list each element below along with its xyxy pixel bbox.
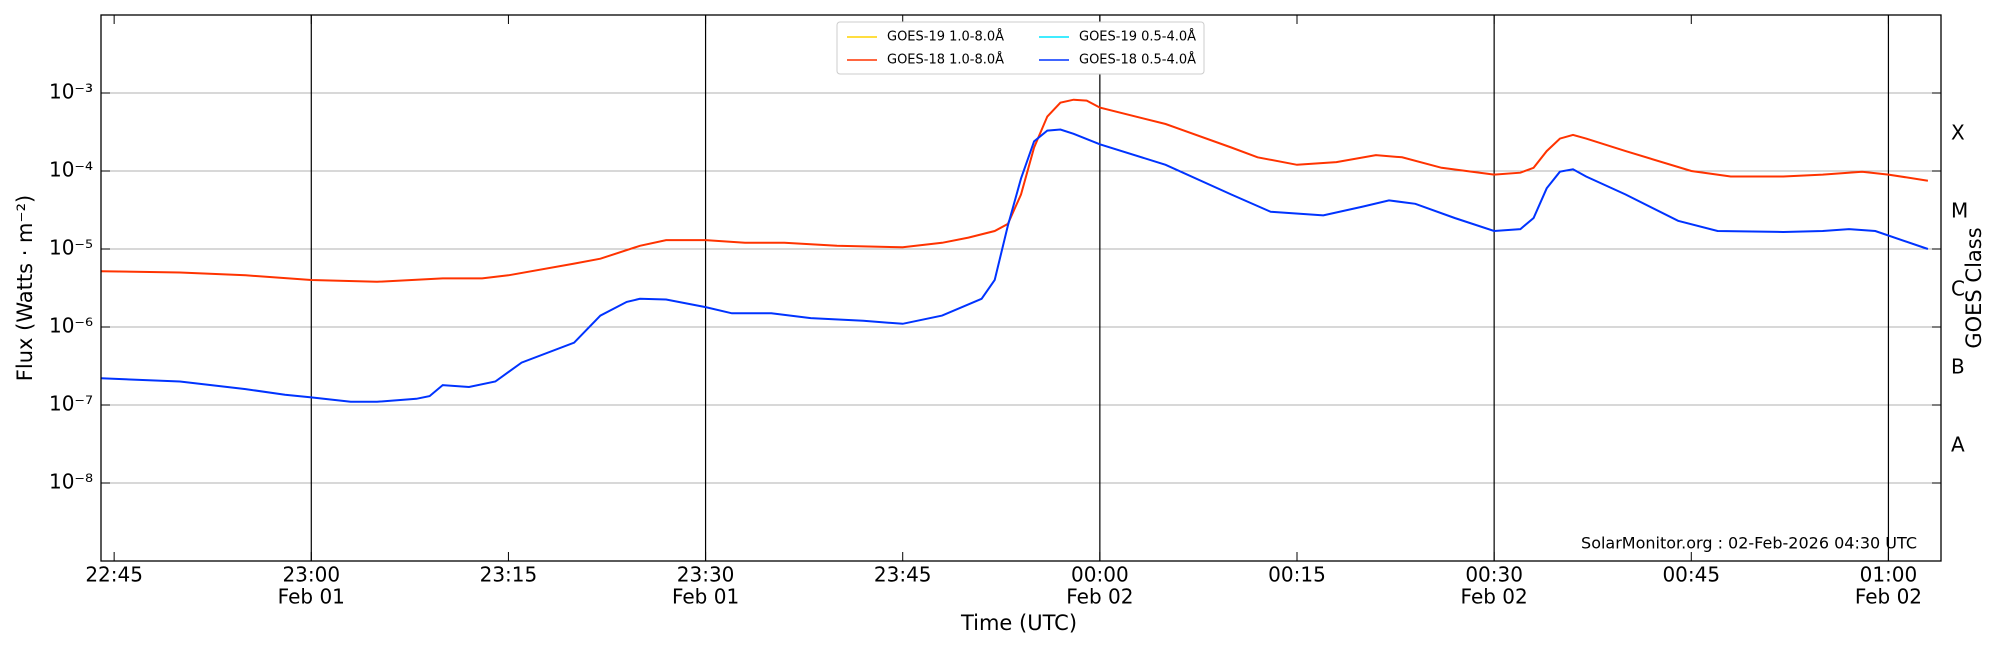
y2-tick-label: C [1951, 276, 1965, 300]
x-tick-label: 23:45 [874, 563, 932, 587]
legend-label: GOES-19 1.0-8.0Å [887, 29, 1004, 45]
y-tick-label: 10⁻⁸ [49, 470, 93, 494]
y2-tick-label: B [1951, 354, 1965, 378]
y2-tick-label: X [1951, 120, 1965, 144]
x-tick-label: 23:30 [677, 563, 735, 587]
y-tick-label: 10⁻⁷ [49, 392, 93, 416]
legend-box [836, 21, 1205, 75]
y2-tick-label: A [1951, 432, 1965, 456]
x-tick-label: 00:45 [1662, 563, 1720, 587]
x-tick-label: 23:00 [282, 563, 340, 587]
plot-frame [100, 14, 1942, 562]
x-axis-label: Time (UTC) [960, 611, 1077, 635]
x-tick-label: 22:45 [85, 563, 143, 587]
x-tick-date: Feb 01 [672, 585, 739, 609]
x-tick-date: Feb 02 [1461, 585, 1528, 609]
y-tick-label: 10⁻³ [49, 80, 93, 104]
x-tick-label: 00:15 [1268, 563, 1326, 587]
y-tick-label: 10⁻⁶ [49, 314, 93, 338]
x-tick-label: 00:00 [1071, 563, 1129, 587]
y-tick-label: 10⁻⁴ [49, 158, 93, 182]
annotation: SolarMonitor.org : 02-Feb-2026 04:30 UTC [1581, 534, 1917, 553]
series-line [100, 128, 1929, 403]
legend-label: GOES-18 0.5-4.0Å [1079, 52, 1196, 68]
x-tick-date: Feb 02 [1066, 585, 1133, 609]
y2-tick-label: M [1951, 198, 1968, 222]
y2-axis-label: GOES Class [1962, 227, 1986, 348]
y-axis-label: Flux (Watts · m⁻²) [13, 195, 37, 381]
x-tick-label: 01:00 [1860, 563, 1918, 587]
series-line [100, 98, 1929, 283]
x-tick-label: 00:30 [1465, 563, 1523, 587]
legend-label: GOES-18 1.0-8.0Å [887, 52, 1004, 68]
y-tick-label: 10⁻⁵ [49, 236, 93, 260]
x-tick-date: Feb 02 [1855, 585, 1922, 609]
legend-label: GOES-19 0.5-4.0Å [1079, 29, 1196, 45]
x-tick-label: 23:15 [480, 563, 538, 587]
x-tick-date: Feb 01 [278, 585, 345, 609]
